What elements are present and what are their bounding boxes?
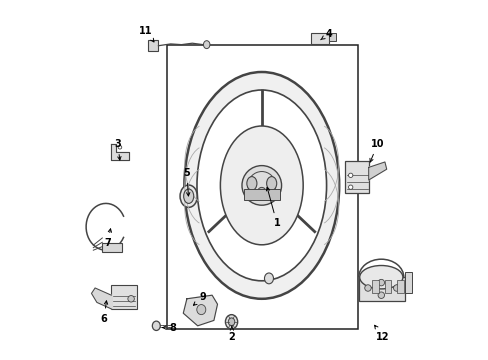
Ellipse shape (197, 90, 326, 281)
Ellipse shape (225, 315, 237, 329)
Ellipse shape (364, 285, 370, 291)
Ellipse shape (118, 145, 122, 149)
Ellipse shape (359, 266, 402, 289)
Ellipse shape (348, 173, 352, 177)
Text: 8: 8 (163, 323, 176, 333)
Bar (244, 189, 279, 200)
Polygon shape (111, 144, 128, 160)
Polygon shape (183, 295, 217, 326)
Ellipse shape (377, 292, 384, 298)
Ellipse shape (266, 177, 276, 190)
Polygon shape (91, 288, 111, 309)
Text: 5: 5 (183, 168, 190, 196)
Text: 6: 6 (101, 301, 107, 324)
Text: 7: 7 (104, 229, 111, 248)
Polygon shape (368, 162, 386, 180)
Ellipse shape (180, 185, 197, 207)
Ellipse shape (152, 321, 160, 330)
Ellipse shape (196, 305, 205, 315)
Text: 1: 1 (266, 187, 280, 228)
Text: 9: 9 (193, 292, 206, 305)
Bar (358, 277, 405, 301)
Ellipse shape (184, 72, 339, 299)
Bar (371, 280, 378, 293)
Text: 10: 10 (369, 139, 384, 162)
Text: 11: 11 (139, 26, 154, 42)
Bar (148, 40, 158, 51)
Ellipse shape (264, 273, 273, 284)
Bar (397, 280, 403, 293)
Bar (384, 280, 390, 293)
Bar (102, 243, 122, 252)
Ellipse shape (377, 279, 384, 286)
Ellipse shape (203, 41, 209, 49)
Ellipse shape (242, 166, 281, 205)
Bar (405, 272, 411, 293)
Text: 4: 4 (320, 29, 332, 40)
Ellipse shape (393, 285, 399, 291)
Bar (167, 45, 357, 329)
Ellipse shape (348, 185, 352, 189)
Ellipse shape (127, 296, 134, 302)
Bar (345, 161, 368, 193)
Text: 2: 2 (228, 326, 235, 342)
Ellipse shape (257, 187, 265, 195)
Bar (311, 33, 329, 44)
Ellipse shape (220, 126, 303, 245)
Ellipse shape (246, 177, 256, 190)
Ellipse shape (183, 189, 193, 203)
Text: 12: 12 (374, 325, 389, 342)
Ellipse shape (228, 318, 234, 326)
Bar (111, 285, 137, 309)
Text: 3: 3 (114, 139, 121, 160)
Bar (329, 33, 335, 41)
